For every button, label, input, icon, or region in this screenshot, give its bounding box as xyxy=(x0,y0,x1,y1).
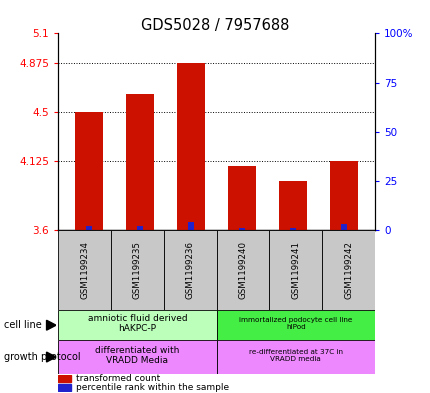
Text: GSM1199234: GSM1199234 xyxy=(80,241,89,299)
Text: GSM1199236: GSM1199236 xyxy=(185,241,194,299)
Bar xyxy=(227,166,255,230)
Bar xyxy=(58,384,71,391)
Polygon shape xyxy=(46,352,56,362)
Bar xyxy=(58,310,216,340)
Bar xyxy=(216,340,374,374)
Text: percentile rank within the sample: percentile rank within the sample xyxy=(75,383,228,392)
Bar xyxy=(279,182,307,230)
Text: amniotic fluid derived
hAKPC-P: amniotic fluid derived hAKPC-P xyxy=(87,314,187,333)
Bar xyxy=(289,228,295,230)
Bar xyxy=(86,226,92,230)
Bar xyxy=(58,230,111,310)
Bar xyxy=(216,230,269,310)
Text: re-differentiated at 37C in
VRADD media: re-differentiated at 37C in VRADD media xyxy=(248,349,342,362)
Bar xyxy=(163,230,216,310)
Bar xyxy=(329,161,357,230)
Text: differentiated with
VRADD Media: differentiated with VRADD Media xyxy=(95,345,179,365)
Bar xyxy=(111,230,163,310)
Bar xyxy=(126,94,154,230)
Text: transformed count: transformed count xyxy=(75,374,160,383)
Text: GSM1199240: GSM1199240 xyxy=(238,241,247,299)
Bar xyxy=(269,230,322,310)
Text: GSM1199241: GSM1199241 xyxy=(291,241,300,299)
Text: cell line: cell line xyxy=(4,320,42,330)
Text: GDS5028 / 7957688: GDS5028 / 7957688 xyxy=(141,18,289,33)
Bar xyxy=(187,222,194,230)
Bar xyxy=(58,340,216,374)
Bar xyxy=(239,228,245,230)
Bar xyxy=(216,310,374,340)
Bar xyxy=(137,226,143,230)
Bar xyxy=(341,224,347,230)
Text: growth protocol: growth protocol xyxy=(4,352,81,362)
Bar xyxy=(75,112,103,230)
Text: immortalized podocyte cell line
hIPod: immortalized podocyte cell line hIPod xyxy=(239,317,352,330)
Bar xyxy=(177,63,205,230)
Bar xyxy=(58,375,71,382)
Bar xyxy=(322,230,374,310)
Polygon shape xyxy=(46,320,56,330)
Text: GSM1199235: GSM1199235 xyxy=(132,241,141,299)
Text: GSM1199242: GSM1199242 xyxy=(343,241,352,299)
